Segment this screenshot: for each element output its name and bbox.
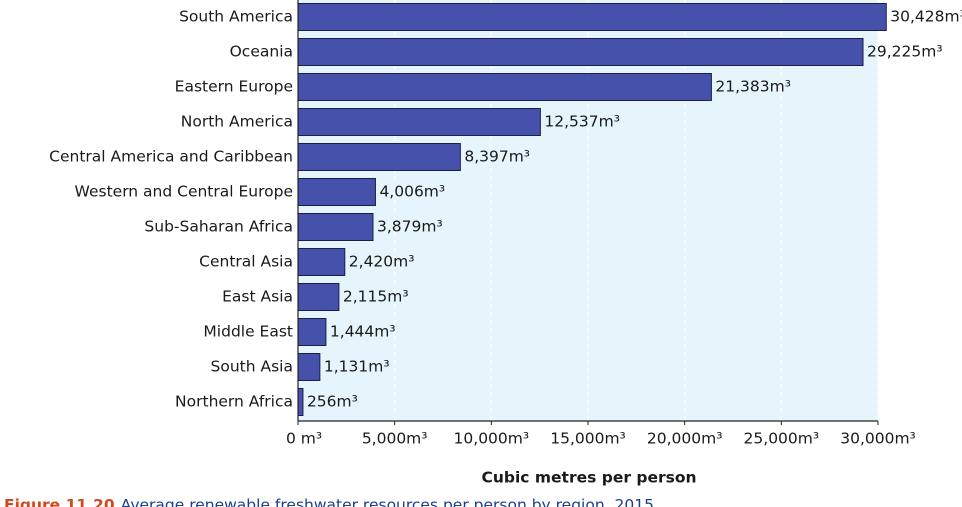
bar — [297, 283, 340, 311]
y-tick-label: North America — [181, 113, 293, 131]
value-label: 1,131m³ — [324, 358, 390, 376]
y-tick-label: Eastern Europe — [175, 78, 293, 96]
value-label: 21,383m³ — [715, 78, 791, 96]
y-tick-label: South America — [179, 8, 293, 26]
y-tick-label: Central Asia — [199, 253, 293, 271]
bar — [297, 178, 376, 206]
y-tick-label: South Asia — [211, 358, 293, 376]
x-tick-label: 15,000m³ — [550, 430, 626, 448]
x-tick-label: 5,000m³ — [362, 430, 428, 448]
y-tick-label: Oceania — [230, 43, 293, 61]
x-tick-label: 10,000m³ — [454, 430, 530, 448]
bar — [297, 388, 304, 416]
x-tick-label: 20,000m³ — [647, 430, 723, 448]
y-tick-label: East Asia — [222, 288, 293, 306]
bar — [297, 108, 541, 136]
bar — [297, 318, 327, 346]
y-tick-label: Sub-Saharan Africa — [144, 218, 293, 236]
y-tick-label: Western and Central Europe — [75, 183, 293, 201]
bar — [297, 143, 461, 171]
y-tick-label: Northern Africa — [175, 393, 293, 411]
caption-text: Average renewable freshwater resources p… — [121, 496, 654, 507]
bar — [297, 73, 712, 101]
x-axis-title: Cubic metres per person — [481, 469, 696, 487]
x-tick-label: 30,000m³ — [840, 430, 916, 448]
value-label: 2,420m³ — [349, 253, 415, 271]
caption-number: Figure 11.20 — [4, 496, 115, 507]
value-label: 4,006m³ — [379, 183, 445, 201]
bar — [297, 38, 864, 66]
bar — [297, 248, 346, 276]
x-tick-label: 25,000m³ — [744, 430, 820, 448]
value-label: 1,444m³ — [330, 323, 396, 341]
value-label: 256m³ — [307, 393, 358, 411]
bar — [297, 213, 374, 241]
bar — [297, 3, 887, 31]
x-tick-label: 0 m³ — [286, 430, 322, 448]
y-tick-label: Middle East — [203, 323, 293, 341]
bar — [297, 353, 321, 381]
value-label: 29,225m³ — [867, 43, 943, 61]
value-label: 3,879m³ — [377, 218, 443, 236]
value-label: 2,115m³ — [343, 288, 409, 306]
value-label: 8,397m³ — [464, 148, 530, 166]
value-label: 30,428m³ — [890, 8, 962, 26]
caption: Figure 11.20 Average renewable freshwater… — [4, 496, 654, 507]
value-label: 12,537m³ — [544, 113, 620, 131]
y-tick-label: Central America and Caribbean — [49, 148, 293, 166]
